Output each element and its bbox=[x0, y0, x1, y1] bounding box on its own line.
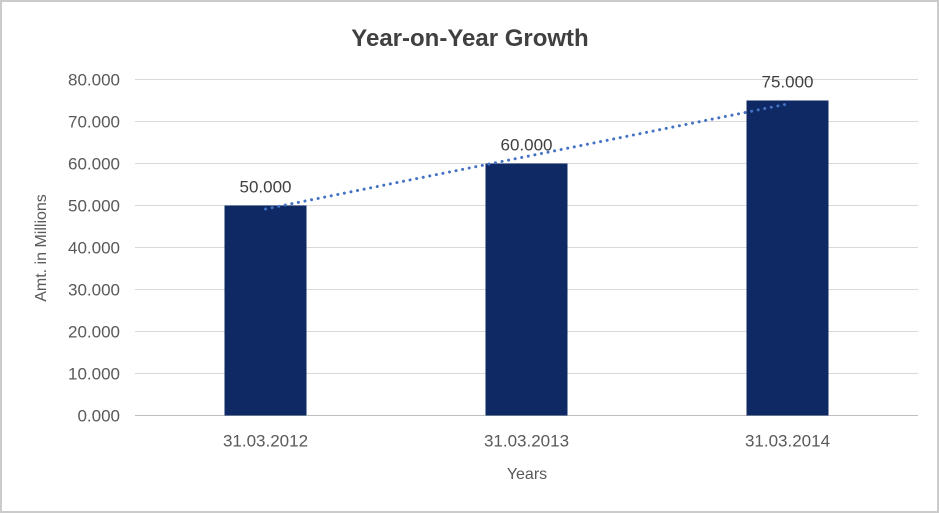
x-category-label: 31.03.2013 bbox=[484, 432, 569, 451]
bar-data-labels: 50.000 60.000 75.000 bbox=[240, 73, 814, 197]
x-axis-title: Years bbox=[507, 466, 547, 483]
bar bbox=[485, 163, 568, 416]
bar bbox=[224, 205, 307, 416]
y-tick-label: 80.000 bbox=[68, 71, 120, 90]
bar-data-label: 75.000 bbox=[762, 73, 814, 92]
y-tick-label: 30.000 bbox=[68, 281, 120, 300]
x-axis-category-labels: 31.03.2012 31.03.2013 31.03.2014 bbox=[223, 432, 830, 451]
y-tick-label: 70.000 bbox=[68, 113, 120, 132]
chart-title: Year-on-Year Growth bbox=[351, 25, 588, 52]
y-tick-label: 20.000 bbox=[68, 323, 120, 342]
y-axis-title: Amt. in Millions bbox=[33, 194, 50, 302]
y-axis-tick-labels: 0.000 10.000 20.000 30.000 40.000 50.000 60.00… bbox=[68, 71, 120, 426]
y-tick-label: 10.000 bbox=[68, 365, 120, 384]
bar-data-label: 60.000 bbox=[501, 136, 553, 155]
bar-data-label: 50.000 bbox=[240, 178, 292, 197]
bar bbox=[746, 100, 829, 416]
y-tick-label: 0.000 bbox=[77, 407, 120, 426]
trendline-series bbox=[264, 102, 789, 211]
y-tick-label: 40.000 bbox=[68, 239, 120, 258]
y-tick-label: 60.000 bbox=[68, 155, 120, 174]
trendline bbox=[264, 102, 789, 211]
bar-series bbox=[224, 100, 829, 416]
x-category-label: 31.03.2012 bbox=[223, 432, 308, 451]
y-tick-label: 50.000 bbox=[68, 197, 120, 216]
x-category-label: 31.03.2014 bbox=[745, 432, 830, 451]
